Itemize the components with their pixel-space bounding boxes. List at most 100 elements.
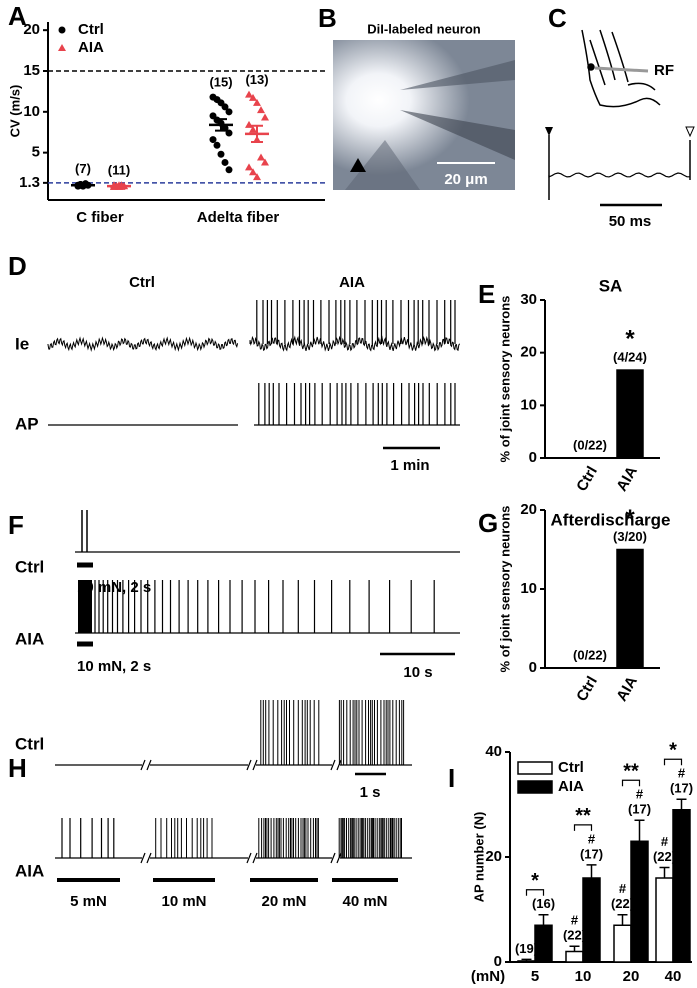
chart-title: Afterdischarge [551, 510, 671, 529]
panel-label: F [8, 510, 24, 540]
n-label: (17) [580, 846, 603, 861]
spikes [61, 818, 115, 858]
dot [249, 125, 257, 133]
spikes [258, 383, 456, 425]
annotation: (4/24) [613, 349, 647, 364]
n-label: (7) [75, 161, 91, 176]
panel-c-drawing [581, 29, 661, 108]
annotation: (0/22) [573, 647, 607, 662]
dot [249, 93, 257, 101]
stim-label: 10 mN, 2 s [77, 658, 151, 675]
dot [261, 113, 269, 121]
burst [78, 580, 92, 633]
scale-label: 20 μm [444, 171, 487, 188]
dot [213, 141, 221, 149]
error-bar [251, 124, 263, 144]
significance-marker: # [619, 881, 627, 896]
n-label: (19) [515, 941, 538, 956]
trace [548, 172, 691, 178]
panel-b-image [333, 40, 515, 190]
y-tick-label: 0 [494, 953, 502, 970]
significance: * [669, 740, 677, 762]
row-label: Ctrl [15, 557, 44, 576]
annotation: (3/20) [613, 529, 647, 544]
row-label: AIA [15, 629, 44, 648]
y-tick-label: 5 [32, 144, 40, 161]
error-bar [521, 958, 532, 961]
x-tick-label: 40 [665, 968, 682, 985]
dot [245, 120, 253, 128]
y-tick-label: 20 [520, 344, 537, 361]
n-label: (17) [670, 781, 693, 796]
x-axis-label: (mN) [471, 968, 505, 985]
force-label: 10 mN [161, 893, 206, 910]
dot [257, 153, 265, 161]
y-tick-label: 15 [23, 62, 40, 79]
bar [616, 548, 644, 669]
error-bar [569, 945, 580, 952]
scale-label: 1 s [360, 784, 381, 801]
row-label: Ctrl [15, 734, 44, 753]
x-tick-label: AIA [613, 673, 641, 704]
scale-label: 10 s [403, 664, 432, 681]
n-label: (22) [563, 928, 586, 943]
significance-marker: # [678, 766, 686, 781]
n-label: (22) [611, 896, 634, 911]
axis-break [140, 759, 152, 771]
panel-label: H [8, 753, 27, 783]
x-tick-label: Ctrl [573, 463, 601, 494]
spikes [338, 818, 402, 858]
significance-bracket [621, 779, 641, 787]
dot [221, 158, 229, 166]
dot [249, 168, 257, 176]
significance: ** [623, 761, 639, 783]
error-bar [586, 864, 597, 878]
error-bar [659, 866, 670, 878]
chart-title: SA [599, 276, 623, 295]
bar [517, 960, 536, 963]
rf-label: RF [654, 62, 674, 79]
noise-trace [249, 335, 461, 352]
dot [261, 158, 269, 166]
panel-label: C [548, 3, 567, 33]
noise-trace [47, 336, 239, 352]
y-tick-label: 10 [520, 580, 537, 597]
n-label: (22) [653, 849, 676, 864]
significance: * [625, 505, 635, 532]
spikes [94, 580, 435, 633]
row-label: AP [15, 414, 39, 433]
dot [253, 173, 261, 181]
x-tick-label: 5 [531, 968, 539, 985]
row-label: Ie [15, 334, 29, 353]
dot [217, 150, 225, 158]
error-bar [617, 914, 628, 926]
error-bar [77, 183, 89, 187]
axis-break [246, 852, 258, 864]
annotation: (0/22) [573, 437, 607, 452]
significance-marker: # [571, 913, 579, 928]
scale-label: 50 ms [609, 213, 652, 230]
legend-label: Ctrl [558, 759, 584, 776]
panel-label: E [478, 279, 495, 309]
y-axis-label: AP number (N) [471, 812, 486, 903]
legend-marker [58, 26, 66, 34]
legend-marker [58, 44, 66, 51]
significance: * [625, 325, 635, 352]
dot [225, 166, 233, 174]
legend-label: Ctrl [78, 21, 104, 38]
bar [672, 809, 691, 963]
stim-arrow [545, 127, 553, 136]
dot [209, 136, 217, 144]
x-tick-label: 10 [575, 968, 592, 985]
force-label: 5 mN [70, 893, 107, 910]
bar [616, 369, 644, 459]
x-tick-label: Adelta fiber [197, 209, 280, 226]
significance-bracket [573, 824, 593, 831]
spikes [256, 300, 456, 344]
bar [613, 924, 632, 963]
x-tick-label: 20 [623, 968, 640, 985]
dot [221, 103, 229, 111]
y-tick-label: 10 [23, 103, 40, 120]
dot [225, 108, 233, 116]
